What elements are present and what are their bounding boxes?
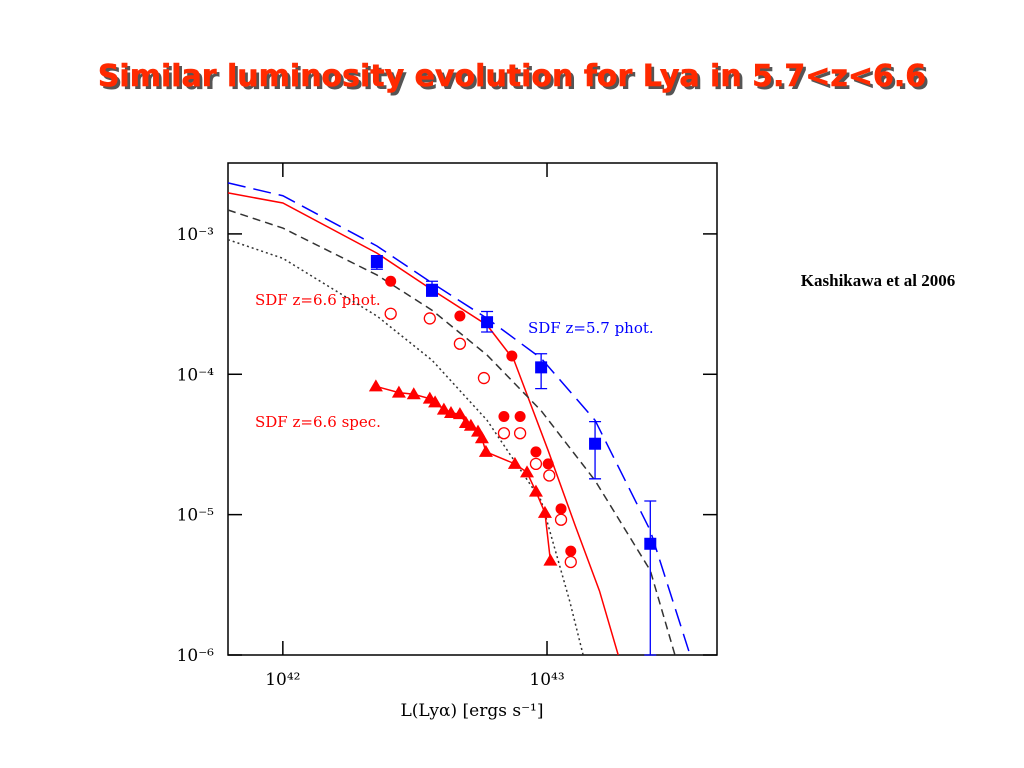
circle-marker	[514, 411, 526, 423]
triangle-marker	[520, 465, 535, 478]
circle-marker	[454, 310, 466, 322]
title-shadow: Similar luminosity evolution for Lya in …	[101, 62, 929, 97]
triangle-marker	[537, 505, 552, 518]
open-circle-marker	[543, 469, 556, 482]
y-tick-label: 10⁻⁵	[177, 506, 215, 526]
circle-marker	[385, 275, 397, 287]
triangle-marker	[428, 395, 443, 408]
triangle-marker	[406, 387, 421, 400]
y-tick-label: 10⁻³	[177, 225, 214, 245]
triangle-marker	[436, 402, 451, 415]
circle-marker	[542, 458, 554, 470]
x-tick-label: 10⁴³	[529, 670, 564, 690]
triangle-marker	[507, 456, 522, 469]
circle-marker	[555, 503, 567, 515]
triangle-marker	[474, 431, 489, 444]
square-marker	[481, 316, 494, 329]
annotation: SDF z=5.7 phot.	[528, 319, 654, 337]
open-circle-marker	[529, 457, 543, 471]
triangle-marker	[478, 444, 493, 457]
open-circle-marker	[564, 555, 577, 569]
open-circle-marker	[453, 337, 467, 350]
citation: Kashikawa et al 2006	[801, 271, 955, 290]
error-bar	[644, 500, 657, 656]
annotation: SDF z=6.6 phot.	[255, 291, 381, 309]
y-tick-label: 10⁻⁴	[177, 365, 215, 385]
triangle-marker	[463, 418, 478, 431]
curve	[227, 192, 619, 656]
plot-frame	[227, 162, 718, 656]
x-axis-label: L(Lyα) [ergs s⁻¹]	[400, 701, 543, 721]
open-circle-marker	[423, 312, 436, 325]
x-tick-label: 10⁴²	[265, 670, 300, 690]
open-circle-marker	[497, 427, 511, 440]
circle-marker	[506, 350, 518, 362]
open-circle-marker	[513, 427, 527, 440]
circle-marker	[530, 446, 542, 458]
open-circle-marker	[384, 307, 397, 320]
triangle-marker	[443, 405, 458, 418]
triangle-marker	[391, 385, 406, 398]
title: Similar luminosity evolution for Lya in …	[98, 59, 926, 94]
triangle-marker	[528, 484, 543, 497]
error-bar	[589, 420, 602, 480]
open-circle-marker	[477, 371, 491, 385]
curve	[227, 238, 584, 656]
triangle-marker	[452, 407, 467, 420]
circle-marker	[498, 411, 510, 423]
square-marker	[644, 537, 657, 550]
curve	[227, 209, 676, 656]
open-circle-marker	[554, 513, 568, 526]
y-tick-label: 10⁻⁶	[177, 646, 215, 666]
circle-marker	[565, 545, 577, 557]
square-marker	[370, 256, 383, 269]
square-marker	[426, 283, 439, 296]
triangle-marker	[543, 553, 558, 566]
annotation: SDF z=6.6 spec.	[255, 413, 381, 431]
square-marker	[535, 361, 548, 374]
square-marker	[589, 437, 602, 450]
triangle-marker	[368, 379, 383, 392]
